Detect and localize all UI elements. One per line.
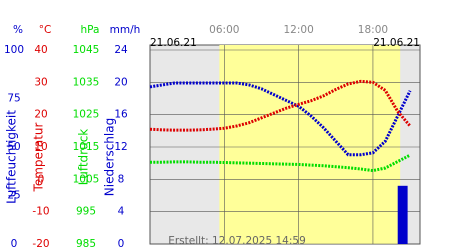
axis-label: Niederschlag: [103, 118, 117, 196]
x-tick-label: 12:00: [283, 24, 313, 36]
y-tick-label: 0: [38, 173, 45, 185]
axis-unit: %: [13, 24, 23, 36]
y-tick-label: 24: [114, 44, 128, 56]
y-tick-label: 1045: [73, 44, 100, 56]
series-line: [149, 81, 412, 157]
y-tick-label: 985: [76, 238, 96, 250]
y-tick-label: -20: [32, 238, 49, 250]
daylight: [219, 45, 401, 244]
y-tick-label: 1025: [73, 109, 100, 121]
axis-label: Luftdruck: [77, 129, 91, 186]
y-tick-label: 20: [34, 109, 47, 121]
axis-label: Luftfeuchtigkeit: [5, 110, 19, 204]
y-tick-label: 995: [76, 206, 96, 218]
y-tick-label: 100: [4, 44, 24, 56]
axis-label: Temperatur: [32, 122, 46, 192]
y-tick-label: 20: [114, 76, 127, 88]
series-line: [150, 153, 411, 173]
x-tick-label: 06:00: [209, 24, 239, 36]
y-tick-label: 1015: [73, 141, 100, 153]
series-line: [149, 79, 412, 132]
date-right: 21.06.21: [373, 37, 420, 49]
y-tick-label: 8: [118, 173, 125, 185]
y-tick-label: 25: [7, 190, 20, 202]
y-tick-label: 4: [118, 206, 125, 218]
y-tick-label: 50: [7, 141, 20, 153]
x-tick-label: 18:00: [358, 24, 388, 36]
y-tick-label: 0: [11, 238, 18, 250]
date-left: 21.06.21: [150, 37, 197, 49]
y-tick-label: 0: [118, 238, 125, 250]
y-tick-label: 30: [34, 76, 47, 88]
y-tick-label: 12: [114, 141, 127, 153]
y-tick-label: 75: [7, 93, 20, 105]
footer: Erstellt: 12.07.2025 14:59: [168, 235, 306, 247]
axis-unit: mm/h: [110, 24, 141, 36]
y-tick-label: -10: [32, 206, 49, 218]
y-tick-label: 10: [34, 141, 47, 153]
precip-bar: [397, 185, 408, 244]
y-tick-label: 40: [34, 44, 47, 56]
axis-unit: hPa: [81, 24, 100, 36]
axis-unit: °C: [39, 24, 52, 36]
y-tick-label: 16: [114, 109, 128, 121]
y-tick-label: 1005: [73, 173, 100, 185]
y-tick-label: 1035: [73, 76, 100, 88]
